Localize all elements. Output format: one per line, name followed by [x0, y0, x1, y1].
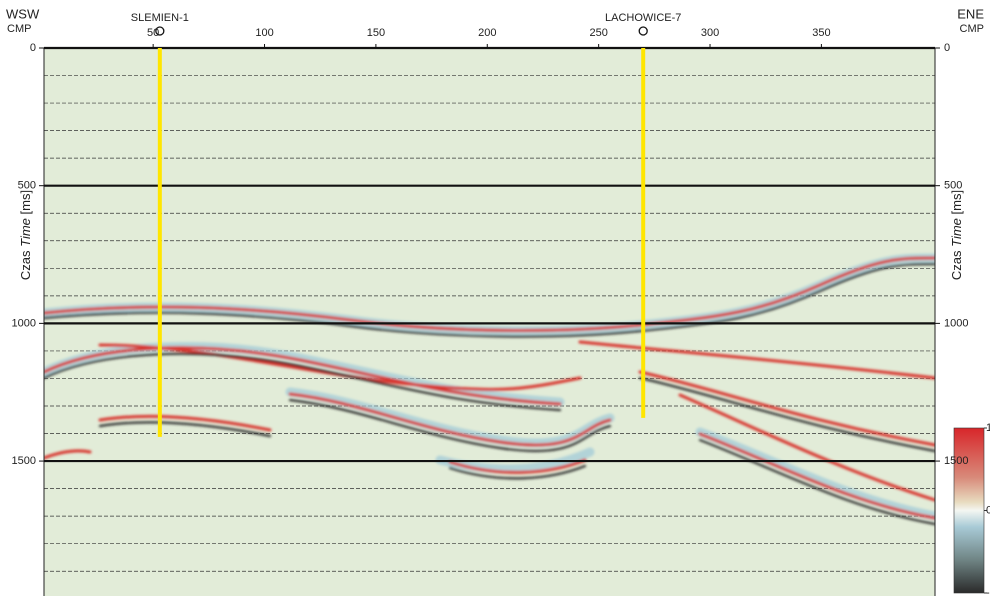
x-tick-label: 200: [478, 27, 496, 39]
x-label-right: ENE: [957, 6, 984, 21]
x-tick-label: 100: [255, 27, 273, 39]
x-tick-label: 50: [147, 27, 159, 39]
chart: WSW CMP ENE CMP Czas Time [ms] Czas Time…: [0, 0, 990, 596]
y-tick-label: 1000: [944, 317, 968, 329]
colorbar: [954, 428, 984, 593]
x-tick-label: 150: [367, 27, 385, 39]
well-label: LACHOWICE-7: [605, 12, 681, 24]
y-tick-label: 500: [944, 180, 962, 192]
y-tick-label: 1000: [12, 317, 36, 329]
y-label: Czas Time [ms]: [18, 190, 33, 280]
colorbar-label: 0: [986, 504, 990, 516]
x-tick-label: 350: [812, 27, 830, 39]
y-tick-label: 0: [30, 42, 36, 54]
y-tick-label: 500: [18, 180, 36, 192]
well-label: SLEMIEN-1: [131, 12, 189, 24]
y-tick-label: 1500: [944, 455, 968, 467]
colorbar-label: -1: [986, 587, 990, 596]
well-symbol: [639, 27, 647, 35]
y-tick-label: 1500: [12, 455, 36, 467]
section-background: [44, 48, 935, 596]
y-label: Czas Time [ms]: [949, 190, 964, 280]
colorbar-label: 1: [986, 422, 990, 434]
x-label-left: WSW: [6, 6, 40, 21]
x-label-right: CMP: [960, 23, 984, 35]
y-tick-label: 0: [944, 42, 950, 54]
x-tick-label: 300: [701, 27, 719, 39]
x-label-left: CMP: [7, 23, 31, 35]
x-tick-label: 250: [589, 27, 607, 39]
